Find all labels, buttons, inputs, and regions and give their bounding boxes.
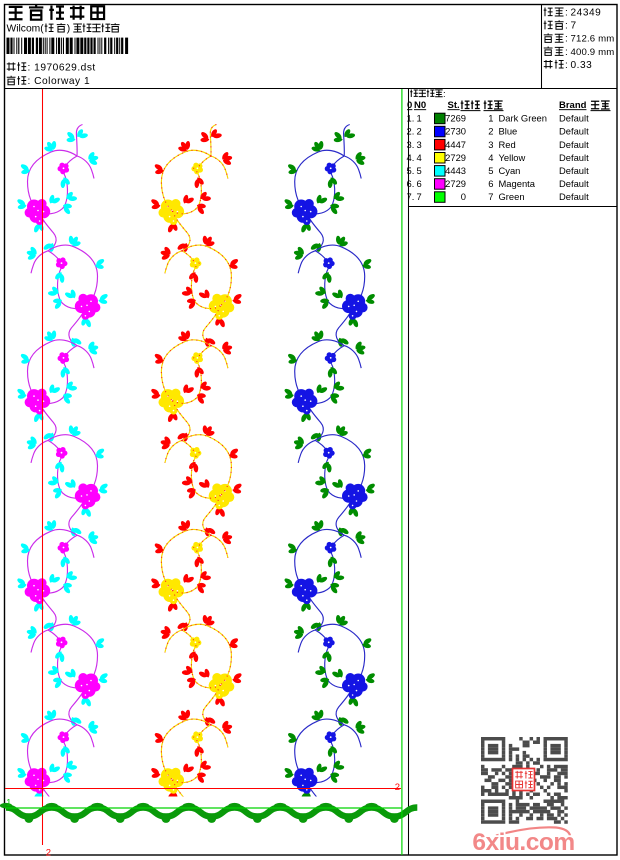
svg-text:N0: N0 [414,100,426,111]
svg-text:5: 5 [417,165,422,176]
svg-text:Green: Green [499,191,525,202]
svg-text:: Colorway 1: : Colorway 1 [28,76,91,87]
svg-text:2.: 2. [407,126,415,137]
svg-text:0: 0 [461,191,466,202]
svg-text:6: 6 [417,178,422,189]
svg-text:5: 5 [488,165,493,176]
svg-text:Default: Default [559,139,589,150]
svg-text:3: 3 [417,139,422,150]
svg-text::: : [565,8,568,19]
svg-text:2: 2 [46,847,51,858]
svg-text:3: 3 [488,139,493,150]
svg-text::: : [443,89,446,100]
svg-text:400.9 mm: 400.9 mm [571,47,615,58]
svg-text:Default: Default [559,126,589,137]
svg-text:2729: 2729 [445,178,466,189]
svg-text::: : [565,47,568,58]
svg-text:7: 7 [488,191,493,202]
svg-text::: : [565,60,568,71]
svg-text:24349: 24349 [571,8,602,19]
svg-text:1: 1 [488,113,493,124]
svg-text:4: 4 [417,152,422,163]
svg-text:Dark Green: Dark Green [499,113,547,124]
svg-text:7.: 7. [407,191,415,202]
svg-text:Magenta: Magenta [499,178,536,189]
svg-text:: 1970629.dst: : 1970629.dst [28,62,96,73]
svg-text:2: 2 [488,126,493,137]
svg-text:Wilcom(: Wilcom( [7,23,45,34]
svg-text:): ) [67,23,70,34]
svg-text:6.: 6. [407,178,415,189]
svg-text:Default: Default [559,152,589,163]
svg-text:2: 2 [417,126,422,137]
svg-text:4443: 4443 [445,165,466,176]
svg-text:Default: Default [559,165,589,176]
svg-text:6xiu.com: 6xiu.com [472,829,574,856]
svg-text:Red: Red [499,139,516,150]
svg-text:4.: 4. [407,152,415,163]
svg-text:7269: 7269 [445,113,466,124]
svg-text:5.: 5. [407,165,415,176]
svg-text:6: 6 [488,178,493,189]
svg-text:2: 2 [395,782,400,793]
svg-text:1: 1 [6,798,11,808]
svg-text::: : [565,34,568,45]
svg-text:0.33: 0.33 [571,60,593,71]
svg-text:Default: Default [559,191,589,202]
svg-text:4: 4 [488,152,493,163]
svg-text:4447: 4447 [445,139,466,150]
svg-text:Brand: Brand [559,100,587,111]
svg-text:3.: 3. [407,139,415,150]
svg-text:712.6 mm: 712.6 mm [571,34,615,45]
svg-text:Yellow: Yellow [499,152,526,163]
svg-text:7: 7 [417,191,422,202]
svg-text:1: 1 [417,113,422,124]
svg-text:2729: 2729 [445,152,466,163]
svg-text:7: 7 [571,21,577,32]
svg-text:2730: 2730 [445,126,466,137]
svg-text:Blue: Blue [499,126,518,137]
svg-text:Default: Default [559,113,589,124]
svg-text:0: 0 [407,100,412,111]
svg-text:St.: St. [448,100,460,111]
svg-text::: : [565,21,568,32]
svg-text:Cyan: Cyan [499,165,521,176]
svg-text:1.: 1. [407,113,415,124]
svg-text:Default: Default [559,178,589,189]
